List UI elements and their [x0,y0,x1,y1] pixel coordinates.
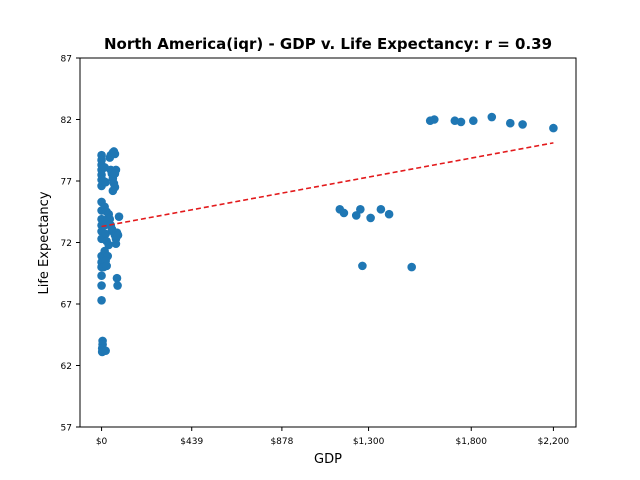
data-point [97,281,106,290]
data-point [351,211,361,220]
x-tick-label: $878 [270,437,293,447]
data-point [487,112,497,122]
data-point [101,177,110,187]
x-tick-label: $2,200 [538,437,570,447]
data-point [114,212,124,221]
data-point [518,120,527,129]
data-point [356,204,365,214]
data-point [104,240,114,250]
data-point [97,296,106,305]
x-tick-label: $0 [96,437,108,447]
data-point [456,117,466,127]
data-point [549,123,558,133]
x-tick-label: $1,300 [353,437,385,447]
data-point [429,115,439,124]
y-tick-label: 62 [61,362,72,372]
x-axis-label: GDP [314,452,342,467]
data-point [113,281,122,290]
data-point [101,229,110,239]
chart-title: North America(iqr) - GDP v. Life Expecta… [104,35,552,53]
data-point [407,262,416,272]
data-point [102,261,111,271]
y-tick-label: 82 [61,116,72,126]
data-point [97,271,106,281]
y-tick-label: 57 [61,424,72,434]
plot-area [97,112,558,357]
trend-line [101,142,554,228]
data-point [376,204,386,214]
data-point [112,273,122,283]
data-point [469,116,478,126]
data-point [339,208,349,218]
y-tick-label: 87 [61,55,72,65]
y-tick-label: 67 [61,301,72,311]
data-point [110,149,120,159]
y-axis-label: Life Expectancy [37,191,52,294]
x-tick-label: $1,800 [456,437,488,447]
data-point [101,346,110,356]
data-point [384,209,394,219]
x-tick-label: $439 [180,437,203,447]
data-point [366,213,375,223]
data-point [113,230,123,240]
y-tick-label: 72 [61,239,72,249]
y-tick-label: 77 [61,178,72,188]
data-point [505,118,515,128]
axes: $0 $439 $878 $1,300 $1,800 $2,200 57 62 67 72 77 82… [61,55,577,447]
data-point [110,169,120,178]
data-point [111,239,121,249]
data-point [358,261,367,271]
data-point [108,186,118,196]
